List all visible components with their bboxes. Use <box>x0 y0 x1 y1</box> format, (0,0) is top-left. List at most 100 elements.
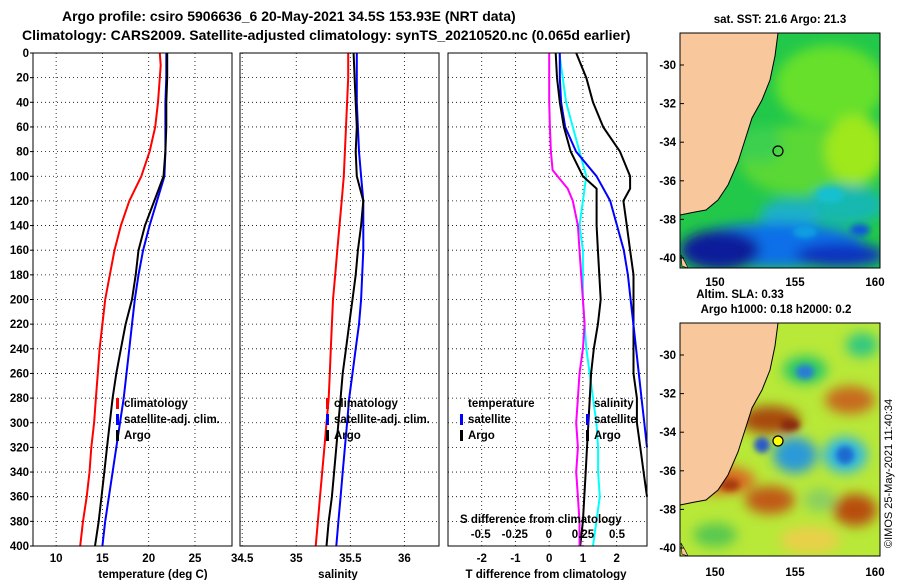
salinity-tick-label: 35 <box>290 553 303 565</box>
salinity-series-climatology <box>314 53 350 547</box>
sla-map-header-line1: Altim. SLA: 0.33 <box>696 289 784 301</box>
t-difference-tick-label: 2 <box>613 553 619 565</box>
depth-tick-label: 0 <box>23 48 29 60</box>
map-lat-tick-label: -38 <box>659 504 676 516</box>
legend-climatology-swatch <box>326 398 329 409</box>
sla-lon-tick-labels: 150 155 160 <box>705 567 884 579</box>
salinity-series <box>314 52 365 547</box>
map-lon-tick-label: 155 <box>785 277 805 289</box>
legend-t-argo-label: Argo <box>468 430 495 442</box>
legend-climatology-label: climatology <box>334 398 399 410</box>
legend-s-argo-label: Argo <box>594 430 621 442</box>
map-lat-tick-label: -36 <box>659 176 676 188</box>
temperature-series-climatology <box>79 52 162 547</box>
s-difference-tick-label: 0 <box>546 529 552 541</box>
salinity-series-argo <box>325 52 365 547</box>
map-lon-tick-label: 150 <box>705 277 724 289</box>
salinity-axes-frame <box>239 52 440 547</box>
s-difference-label: S difference from climatology <box>460 514 622 526</box>
legend-argo-label: Argo <box>124 430 151 442</box>
map-lat-tick-label: -32 <box>659 389 676 401</box>
difference-panel: -2 -1 0 1 2 -0.5 -0.25 0 0.25 0.5 S difference f… <box>447 52 648 580</box>
sst-map-image <box>680 33 880 268</box>
s-difference-tick-label: 0.5 <box>609 529 626 541</box>
depth-tick-label: 180 <box>10 270 29 282</box>
temperature-series-argo <box>94 53 169 547</box>
temperature-tick-label: 20 <box>142 553 155 565</box>
temperature-panel: 0 20 40 60 80 100 120 140 160 180 200 220 240 260 280 3… <box>10 48 233 580</box>
temperature-tick-label: 25 <box>189 553 202 565</box>
map-lat-tick-label: -40 <box>659 253 676 265</box>
depth-tick-label: 60 <box>16 122 29 134</box>
legend-s-satellite-label: satellite <box>594 414 637 426</box>
depth-tick-label: 140 <box>10 221 29 233</box>
legend-argo-swatch <box>326 430 329 441</box>
difference-grid <box>448 52 647 547</box>
difference-axes-frame <box>447 52 648 547</box>
s-difference-tick-labels: -0.5 -0.25 0 0.25 0.5 <box>471 529 626 541</box>
t-difference-tick-label: 1 <box>580 553 587 565</box>
salinity-panel: 34.5 35 35.5 36 salinity climatology satell… <box>231 52 440 580</box>
map-lat-tick-label: -40 <box>659 543 676 555</box>
sst-map: sat. SST: 21.6 Argo: 21.3 <box>659 14 884 289</box>
sst-lon-tick-labels: 150 155 160 <box>705 277 884 289</box>
depth-tick-label: 300 <box>10 418 29 430</box>
sst-land <box>680 33 778 215</box>
salinity-grid <box>240 52 439 547</box>
legend-satellite-swatch <box>116 414 119 425</box>
difference-series <box>548 52 648 547</box>
legend-temperature-heading: temperature <box>468 398 534 410</box>
sla-map-header-line2: Argo h1000: 0.18 h2000: 0.2 <box>701 304 852 316</box>
sla-lat-tick-labels: -30 -32 -34 -36 -38 -40 <box>659 350 684 555</box>
temperature-tick-label: 10 <box>50 553 63 565</box>
figure-title-line1: Argo profile: csiro 5906636_6 20-May-202… <box>62 8 516 24</box>
legend-s-satellite-swatch <box>586 414 589 425</box>
temperature-legend: climatology satellite-adj. clim. Argo <box>116 398 220 442</box>
imos-credit: ©IMOS 25-May-2021 11:40:34 <box>883 399 895 548</box>
depth-tick-label: 120 <box>10 196 29 208</box>
map-lat-tick-label: -32 <box>659 99 676 111</box>
map-lat-tick-label: -34 <box>659 137 676 149</box>
difference-legend-temperature: temperature satellite Argo <box>460 398 534 442</box>
salinity-legend: climatology satellite-adj. clim. Argo <box>326 398 430 442</box>
salinity-tick-label: 34.5 <box>231 553 254 565</box>
temperature-tick-labels: 10 15 20 25 <box>50 553 202 565</box>
depth-tick-label: 240 <box>10 344 29 356</box>
legend-climatology-label: climatology <box>124 398 189 410</box>
salinity-tick-label: 35.5 <box>339 553 362 565</box>
legend-argo-swatch <box>116 430 119 441</box>
legend-satellite-label: satellite-adj. clim. <box>124 414 220 426</box>
difference-series-salinity-argo <box>554 52 602 547</box>
sst-argo-location-marker <box>772 145 784 157</box>
map-lon-tick-label: 160 <box>865 277 884 289</box>
legend-t-argo-swatch <box>460 430 463 441</box>
map-lat-tick-label: -30 <box>659 60 676 72</box>
sst-map-frame <box>679 32 881 269</box>
sla-land <box>680 323 778 505</box>
map-lat-tick-label: -36 <box>659 466 676 478</box>
salinity-xlabel: salinity <box>318 569 358 580</box>
sst-map-header: sat. SST: 21.6 Argo: 21.3 <box>714 14 847 26</box>
depth-tick-label: 200 <box>10 295 29 307</box>
depth-tick-label: 40 <box>16 97 29 109</box>
t-difference-xlabel: T difference from climatology <box>465 569 627 580</box>
depth-tick-label: 320 <box>10 442 29 454</box>
t-difference-tick-labels: -2 -1 0 1 2 <box>477 553 620 565</box>
difference-series-salinity-satellite <box>558 53 648 448</box>
s-difference-tick-label: 0.25 <box>572 529 595 541</box>
depth-tick-label: 160 <box>10 245 29 257</box>
temperature-series-satellite-adj-clim- <box>101 53 168 547</box>
temperature-xlabel: temperature (deg C) <box>98 569 207 580</box>
sla-map-image <box>680 323 880 556</box>
legend-argo-label: Argo <box>334 430 361 442</box>
salinity-tick-labels: 34.5 35 35.5 36 <box>231 553 411 565</box>
legend-t-satellite-label: satellite <box>468 414 511 426</box>
sla-argo-location-marker <box>772 435 784 447</box>
sla-map: Altim. SLA: 0.33 Argo h1000: 0.18 h2000:… <box>659 289 884 579</box>
s-difference-tick-label: -0.5 <box>471 529 491 541</box>
legend-salinity-heading: salinity <box>594 398 634 410</box>
depth-tick-label: 80 <box>16 147 29 159</box>
depth-tick-labels: 0 20 40 60 80 100 120 140 160 180 200 220 240 260 280 3… <box>10 48 33 553</box>
t-difference-tick-label: -2 <box>477 553 487 565</box>
